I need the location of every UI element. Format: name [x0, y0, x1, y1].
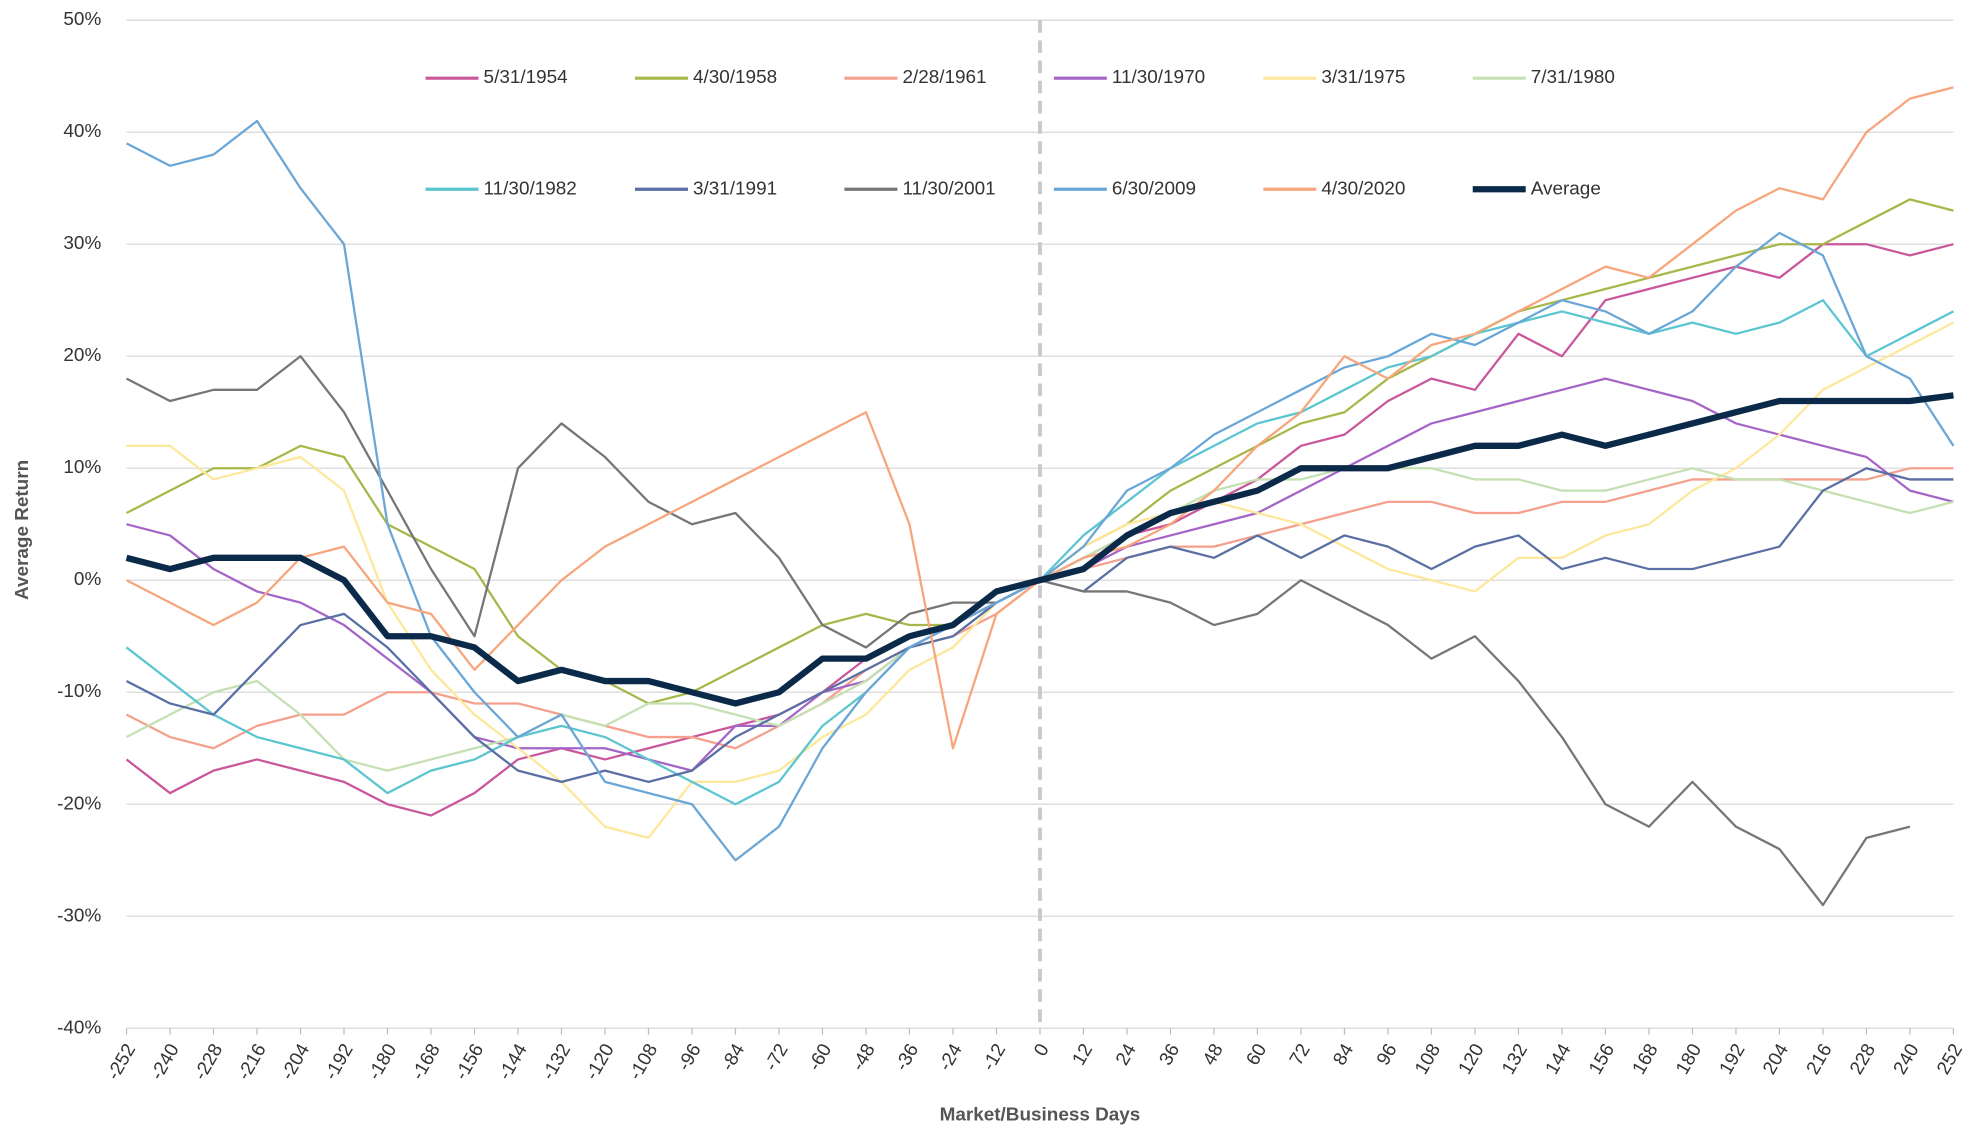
y-tick-label: 30% [63, 233, 101, 254]
series-line [125, 392, 1954, 707]
legend-label: 3/31/1991 [693, 178, 777, 199]
legend-label: 3/31/1975 [1321, 67, 1405, 88]
x-tick-label: -156 [451, 1040, 488, 1083]
x-tick-label: -252 [103, 1040, 140, 1083]
y-tick-label: 40% [63, 121, 101, 142]
x-tick-label: 132 [1498, 1040, 1532, 1078]
legend-label: 2/28/1961 [902, 67, 986, 88]
x-tick-label: -84 [717, 1040, 749, 1074]
x-tick-label: 12 [1068, 1040, 1097, 1069]
y-tick-label: 50% [63, 9, 101, 30]
legend-label: Average [1531, 178, 1601, 199]
x-tick-label: 60 [1242, 1040, 1271, 1069]
x-tick-label: 216 [1803, 1040, 1837, 1078]
x-tick-label: 0 [1030, 1040, 1053, 1060]
x-tick-label: 108 [1411, 1040, 1445, 1078]
x-tick-label: 168 [1629, 1040, 1663, 1078]
x-tick-label: 240 [1890, 1040, 1924, 1078]
y-tick-label: -10% [57, 681, 101, 702]
x-tick-label: -108 [625, 1040, 662, 1083]
y-tick-label: -30% [57, 905, 101, 926]
x-tick-label: -120 [582, 1040, 619, 1083]
legend-label: 4/30/1958 [693, 67, 777, 88]
x-tick-label: -132 [538, 1040, 575, 1083]
x-tick-label: 36 [1155, 1040, 1184, 1069]
y-axis-title: Average Return [12, 460, 33, 600]
x-tick-label: 24 [1112, 1040, 1141, 1069]
x-tick-label: 252 [1933, 1040, 1967, 1078]
x-tick-label: -96 [674, 1040, 706, 1074]
y-tick-label: -40% [57, 1017, 101, 1038]
legend-label: 11/30/1970 [1112, 67, 1205, 88]
y-tick-label: 20% [63, 345, 101, 366]
legend-label: 4/30/2020 [1321, 178, 1405, 199]
x-tick-label: -48 [848, 1040, 880, 1074]
x-tick-label: -144 [495, 1040, 532, 1083]
legend-label: 11/30/1982 [484, 178, 577, 199]
x-tick-label: -12 [978, 1040, 1010, 1074]
x-tick-label: 84 [1329, 1040, 1358, 1069]
x-tick-label: -192 [321, 1040, 358, 1083]
x-tick-label: -168 [408, 1040, 445, 1083]
y-tick-label: 0% [74, 569, 102, 590]
x-tick-label: -228 [190, 1040, 227, 1083]
legend-label: 7/31/1980 [1531, 67, 1615, 88]
legend-label: 11/30/2001 [902, 178, 995, 199]
x-tick-label: -72 [761, 1040, 793, 1074]
x-tick-label: 180 [1672, 1040, 1706, 1078]
x-tick-label: 48 [1199, 1040, 1228, 1069]
x-tick-label: -204 [277, 1040, 314, 1083]
x-tick-label: 156 [1585, 1040, 1619, 1078]
x-tick-label: -180 [364, 1040, 401, 1083]
x-tick-label: 192 [1716, 1040, 1750, 1078]
x-tick-label: -240 [147, 1040, 184, 1083]
x-tick-label: 204 [1759, 1040, 1793, 1078]
x-tick-label: 228 [1846, 1040, 1880, 1078]
x-tick-label: -216 [234, 1040, 271, 1083]
y-tick-label: -20% [57, 793, 101, 814]
legend-label: 6/30/2009 [1112, 178, 1196, 199]
x-tick-label: -36 [891, 1040, 923, 1074]
x-tick-label: 144 [1542, 1040, 1576, 1078]
x-tick-label: -24 [935, 1040, 967, 1074]
legend-label: 5/31/1954 [484, 67, 568, 88]
x-tick-label: 72 [1286, 1040, 1315, 1069]
x-tick-label: 96 [1373, 1040, 1402, 1069]
x-tick-label: -60 [804, 1040, 836, 1074]
x-tick-label: 120 [1455, 1040, 1489, 1078]
x-axis-title: Market/Business Days [940, 1104, 1141, 1125]
y-tick-label: 10% [63, 457, 101, 478]
